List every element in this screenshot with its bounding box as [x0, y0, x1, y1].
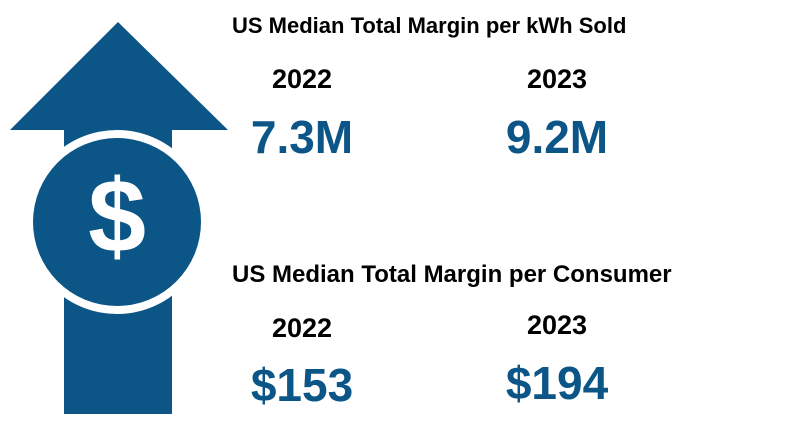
- consumer-value-2023: $194: [505, 357, 609, 409]
- consumer-section-title: US Median Total Margin per Consumer: [232, 261, 672, 288]
- kwh-value-2023: 9.2M: [505, 111, 609, 163]
- kwh-year-2022: 2022: [271, 64, 333, 94]
- consumer-year-2022: 2022: [271, 313, 333, 343]
- kwh-value-2022: 7.3M: [250, 111, 354, 163]
- dollar-sign: $: [88, 159, 146, 275]
- consumer-year-2023: 2023: [526, 310, 588, 340]
- dollar-coin-icon: $: [25, 130, 209, 314]
- growth-graphic: $: [10, 22, 228, 414]
- kwh-section-title: US Median Total Margin per kWh Sold: [232, 13, 627, 38]
- kwh-year-2023: 2023: [526, 64, 588, 94]
- consumer-value-2022: $153: [250, 359, 354, 411]
